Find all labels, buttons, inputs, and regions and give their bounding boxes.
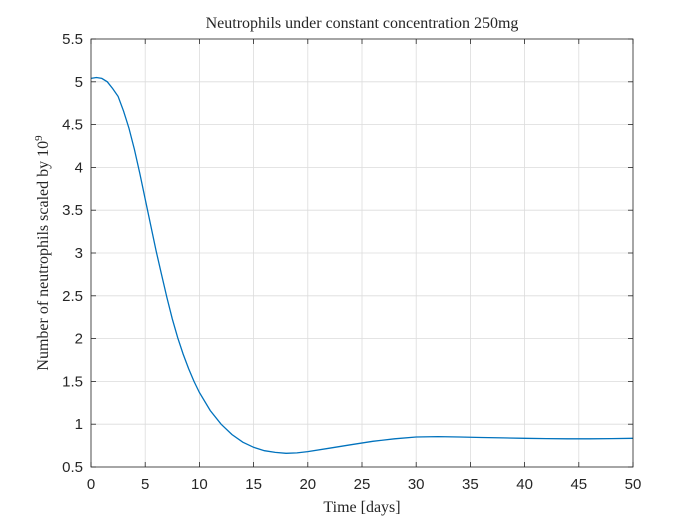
y-tick-label: 5 xyxy=(75,74,83,91)
y-axis-label-exponent: 9 xyxy=(33,135,45,141)
series-line xyxy=(90,76,634,454)
x-tick-label: 20 xyxy=(299,476,316,493)
y-tick-labels: 0.5 1 1.5 2 2.5 3 3.5 4 4.5 5 5.5 xyxy=(62,31,83,476)
x-tick-label: 40 xyxy=(516,476,533,493)
y-tick-label: 3.5 xyxy=(62,202,83,219)
y-tick-label: 2.5 xyxy=(62,288,83,305)
x-axis-label: Time [days] xyxy=(323,499,400,516)
x-tick-label: 45 xyxy=(570,476,587,493)
y-tick-label: 5.5 xyxy=(62,31,83,48)
x-tick-label: 5 xyxy=(141,476,149,493)
chart-title: Neutrophils under constant concentration… xyxy=(206,15,519,32)
x-tick-label: 0 xyxy=(87,476,95,493)
y-tick-label: 1.5 xyxy=(62,373,83,390)
y-tick-label: 3 xyxy=(75,245,83,262)
y-tick-label: 4 xyxy=(75,159,83,176)
y-axis-label: Number of neutrophils scaled by 109 xyxy=(33,135,52,371)
y-tick-label: 0.5 xyxy=(62,459,83,476)
x-tick-labels: 0 5 10 15 20 25 30 35 40 45 50 xyxy=(87,476,642,493)
y-tick-label: 2 xyxy=(75,331,83,348)
y-axis-label-text: Number of neutrophils scaled by 10 xyxy=(35,141,52,371)
x-tick-label: 50 xyxy=(625,476,642,493)
x-tick-label: 30 xyxy=(408,476,425,493)
axes-box xyxy=(90,38,634,468)
x-tick-label: 10 xyxy=(191,476,208,493)
x-tick-label: 15 xyxy=(245,476,262,493)
y-tick-label: 4.5 xyxy=(62,117,83,134)
x-tick-label: 25 xyxy=(354,476,371,493)
y-tick-label: 1 xyxy=(75,416,83,433)
x-tick-label: 35 xyxy=(462,476,479,493)
